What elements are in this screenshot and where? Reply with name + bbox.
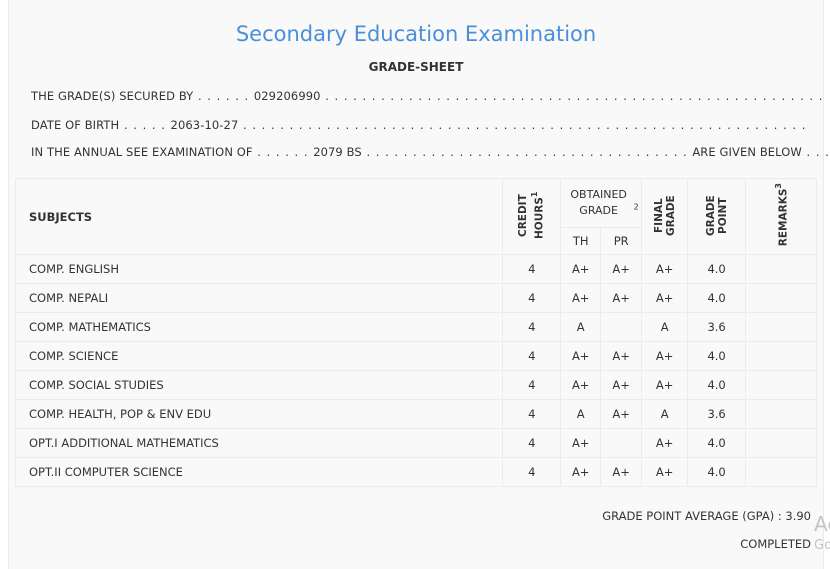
activation-watermark-line1: Ac (814, 512, 830, 536)
grade-point-cell: 4.0 (687, 341, 747, 371)
pr-grade-cell: A+ (600, 254, 643, 284)
header-final-grade: FINAL GRADE (641, 178, 689, 255)
page-title: Secondary Education Examination (235, 22, 597, 46)
remarks-cell (745, 428, 817, 458)
status-completed: COMPLETED (740, 537, 811, 551)
final-grade-cell: A+ (641, 341, 689, 371)
subject-cell: OPT.II COMPUTER SCIENCE (14, 457, 504, 487)
table-row: COMP. ENGLISH 4 A+ A+ A+ 4.0 (14, 254, 817, 284)
subject-cell: COMP. SCIENCE (14, 341, 504, 371)
grades-table: SUBJECTS CREDIT HOURS1 OBTAINED GRADE 2 F… (14, 178, 817, 487)
credit-hours-cell: 4 (502, 341, 562, 371)
remarks-cell (745, 457, 817, 487)
final-grade-cell: A+ (641, 283, 689, 313)
header-grade-point: GRADE POINT (687, 178, 747, 255)
subject-cell: COMP. MATHEMATICS (14, 312, 504, 342)
final-grade-cell: A+ (641, 370, 689, 400)
table-row: OPT.II COMPUTER SCIENCE 4 A+ A+ A+ 4.0 (14, 457, 817, 487)
credit-hours-cell: 4 (502, 399, 562, 429)
table-row: COMP. SOCIAL STUDIES 4 A+ A+ A+ 4.0 (14, 370, 817, 400)
credit-hours-cell: 4 (502, 370, 562, 400)
subject-cell: COMP. NEPALI (14, 283, 504, 313)
header-remarks: REMARKS3 (745, 178, 817, 255)
remarks-cell (745, 370, 817, 400)
dob-label: DATE OF BIRTH (31, 118, 120, 132)
header-subjects: SUBJECTS (14, 178, 504, 255)
final-grade-cell: A+ (641, 428, 689, 458)
credit-hours-cell: 4 (502, 283, 562, 313)
th-grade-cell: A+ (560, 457, 602, 487)
dob-value: 2063-10-27 (170, 118, 239, 132)
th-grade-cell: A (560, 312, 602, 342)
pr-grade-cell (600, 428, 643, 458)
pr-grade-cell: A+ (600, 457, 643, 487)
dob-line: DATE OF BIRTH . . . . . 2063-10-27 . . .… (31, 118, 807, 132)
gpa-label: GRADE POINT AVERAGE (GPA) : (602, 509, 782, 523)
exam-line: IN THE ANNUAL SEE EXAMINATION OF . . . .… (31, 145, 830, 159)
table-row: COMP. SCIENCE 4 A+ A+ A+ 4.0 (14, 341, 817, 371)
pr-grade-cell: A+ (600, 341, 643, 371)
grade-point-cell: 3.6 (687, 312, 747, 342)
gpa-line: GRADE POINT AVERAGE (GPA) : 3.90 (602, 509, 811, 523)
final-grade-cell: A+ (641, 457, 689, 487)
remarks-cell (745, 283, 817, 313)
pr-grade-cell (600, 312, 643, 342)
credit-hours-cell: 4 (502, 428, 562, 458)
final-grade-cell: A (641, 312, 689, 342)
secured-by-line: THE GRADE(S) SECURED BY . . . . . . 0292… (31, 89, 824, 103)
final-grade-cell: A+ (641, 254, 689, 284)
remarks-cell (745, 341, 817, 371)
grade-point-cell: 4.0 (687, 457, 747, 487)
subject-cell: COMP. HEALTH, POP & ENV EDU (14, 399, 504, 429)
th-grade-cell: A+ (560, 428, 602, 458)
grade-point-cell: 4.0 (687, 370, 747, 400)
gpa-value: 3.90 (785, 509, 811, 523)
subject-cell: COMP. SOCIAL STUDIES (14, 370, 504, 400)
th-grade-cell: A+ (560, 341, 602, 371)
remarks-cell (745, 312, 817, 342)
grade-point-cell: 4.0 (687, 254, 747, 284)
th-grade-cell: A (560, 399, 602, 429)
table-row: OPT.I ADDITIONAL MATHEMATICS 4 A+ A+ 4.0 (14, 428, 817, 458)
secured-by-value: 029206990 (253, 89, 321, 103)
subject-cell: OPT.I ADDITIONAL MATHEMATICS (14, 428, 504, 458)
credit-hours-cell: 4 (502, 312, 562, 342)
credit-hours-cell: 4 (502, 254, 562, 284)
grade-point-cell: 4.0 (687, 283, 747, 313)
grade-sheet: Secondary Education Examination GRADE-SH… (8, 0, 829, 569)
table-row: COMP. HEALTH, POP & ENV EDU 4 A A+ A 3.6 (14, 399, 817, 429)
exam-suffix: ARE GIVEN BELOW (692, 145, 802, 159)
th-grade-cell: A+ (560, 370, 602, 400)
grade-point-cell: 4.0 (687, 428, 747, 458)
pr-grade-cell: A+ (600, 399, 643, 429)
th-grade-cell: A+ (560, 283, 602, 313)
activation-watermark-line2: Go (814, 538, 830, 553)
remarks-cell (745, 399, 817, 429)
exam-label: IN THE ANNUAL SEE EXAMINATION OF (31, 145, 253, 159)
table-row: COMP. MATHEMATICS 4 A A 3.6 (14, 312, 817, 342)
header-credit-hours: CREDIT HOURS1 (502, 178, 562, 255)
remarks-cell (745, 254, 817, 284)
header-th: TH (560, 227, 602, 255)
header-obtained-grade: OBTAINED GRADE 2 (560, 178, 643, 228)
page-subtitle: GRADE-SHEET (368, 60, 464, 74)
credit-hours-cell: 4 (502, 457, 562, 487)
secured-by-label: THE GRADE(S) SECURED BY (31, 89, 194, 103)
pr-grade-cell: A+ (600, 283, 643, 313)
grade-point-cell: 3.6 (687, 399, 747, 429)
table-row: COMP. NEPALI 4 A+ A+ A+ 4.0 (14, 283, 817, 313)
subject-cell: COMP. ENGLISH (14, 254, 504, 284)
final-grade-cell: A (641, 399, 689, 429)
th-grade-cell: A+ (560, 254, 602, 284)
header-pr: PR (600, 227, 643, 255)
exam-value: 2079 BS (313, 145, 362, 159)
pr-grade-cell: A+ (600, 370, 643, 400)
